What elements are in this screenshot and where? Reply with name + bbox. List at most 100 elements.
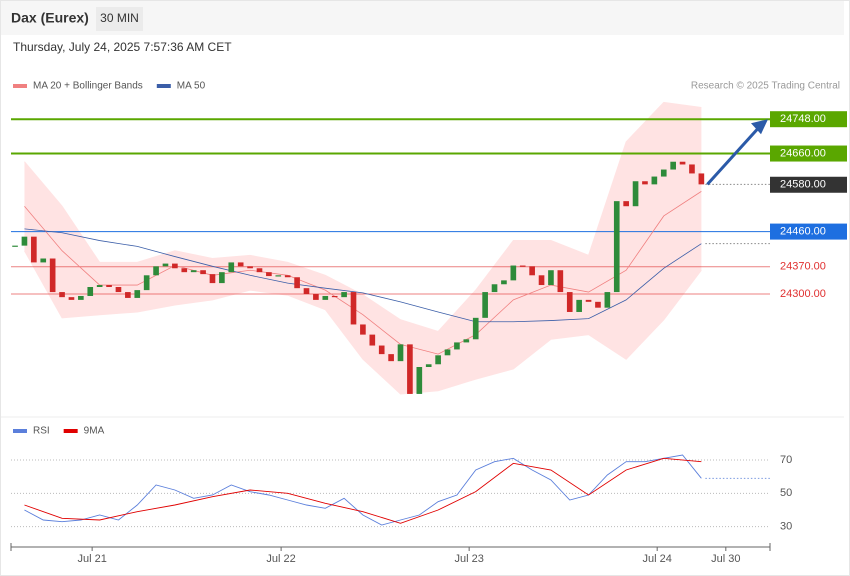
candle <box>454 342 460 350</box>
candle <box>548 270 554 286</box>
candle <box>190 270 197 273</box>
candle <box>322 295 329 300</box>
legend-swatch <box>13 429 27 433</box>
legend-swatch <box>13 84 27 88</box>
candle <box>425 364 432 367</box>
level-tag <box>770 145 847 162</box>
interval: 30 MIN <box>100 11 139 25</box>
legend-swatch <box>156 84 171 88</box>
candle <box>482 292 488 318</box>
candle <box>266 272 272 277</box>
candle <box>331 295 338 298</box>
instrument-title: Dax (Eurex) <box>11 10 89 26</box>
candle <box>698 173 705 185</box>
candle <box>529 266 535 276</box>
x-tick-label: Jul 22 <box>266 553 295 565</box>
candle <box>237 262 244 267</box>
level-label: 24748.00 <box>780 113 826 125</box>
candle <box>651 176 658 185</box>
candle <box>642 181 648 185</box>
candle <box>294 277 300 289</box>
candle <box>219 272 225 284</box>
candle <box>31 236 37 263</box>
candle <box>388 354 394 362</box>
level-label: 24580.00 <box>780 179 826 191</box>
candle <box>172 263 178 269</box>
level-label: 24370.00 <box>780 261 826 273</box>
candle <box>284 275 291 278</box>
target-arrowhead <box>751 119 768 135</box>
y-tick-label: 30 <box>780 521 792 533</box>
candle <box>247 266 253 269</box>
candle <box>501 280 507 285</box>
legend-label: RSI <box>33 426 50 437</box>
candle <box>228 262 235 273</box>
y-tick-label: 70 <box>780 454 792 466</box>
target-arrow <box>706 125 762 186</box>
ma50-line <box>24 228 702 323</box>
x-tick-label: Jul 21 <box>77 553 106 565</box>
candle <box>585 299 592 302</box>
candle <box>68 297 75 300</box>
candle <box>12 245 18 247</box>
candle <box>275 275 282 277</box>
candle <box>106 285 112 287</box>
candle <box>576 299 582 312</box>
candle <box>134 290 141 298</box>
candle <box>40 258 47 263</box>
level-tag <box>770 223 847 240</box>
candle <box>519 265 526 267</box>
bollinger-lower <box>24 250 702 395</box>
candle <box>472 317 479 340</box>
candle <box>397 344 404 362</box>
x-tick-label: Jul 23 <box>454 553 483 565</box>
y-tick-label: 50 <box>780 487 792 499</box>
legend-label: 9MA <box>84 426 105 437</box>
candle <box>360 324 366 335</box>
candle <box>256 268 263 273</box>
candle <box>153 266 159 276</box>
candle <box>78 295 84 300</box>
candle <box>59 292 65 298</box>
candle <box>200 270 206 275</box>
candle <box>604 292 611 308</box>
candle <box>181 268 188 273</box>
legend-label: MA 50 <box>177 81 206 92</box>
candle <box>143 275 150 291</box>
candle <box>689 164 695 174</box>
candle <box>463 339 470 343</box>
bollinger-upper <box>24 101 702 333</box>
candle <box>444 349 451 356</box>
timestamp: Thursday, July 24, 2025 7:57:36 AM CET <box>13 40 232 54</box>
candle <box>115 287 122 293</box>
candle <box>369 334 376 346</box>
level-label: 24660.00 <box>780 147 826 159</box>
candle <box>96 285 103 287</box>
candle <box>557 270 564 293</box>
candle <box>623 201 629 207</box>
candle <box>125 292 131 298</box>
candle <box>435 355 441 365</box>
candle <box>670 161 676 170</box>
level-label: 24300.00 <box>780 288 826 300</box>
candle <box>313 294 319 300</box>
interval-box[interactable] <box>96 7 143 31</box>
candle <box>21 236 28 246</box>
candle <box>679 161 686 165</box>
candle <box>407 344 413 394</box>
ma20-line <box>24 191 702 355</box>
x-tick-label: Jul 24 <box>642 553 671 565</box>
candle <box>660 169 667 177</box>
candle <box>595 301 601 308</box>
candle <box>350 292 357 325</box>
legend-label: MA 20 + Bollinger Bands <box>33 81 143 92</box>
candle <box>491 284 498 293</box>
candle <box>87 287 94 296</box>
candle <box>341 292 347 298</box>
candle <box>209 274 216 284</box>
level-label: 24460.00 <box>780 225 826 237</box>
candle <box>566 292 573 312</box>
candle <box>49 258 56 293</box>
candle <box>416 367 423 394</box>
